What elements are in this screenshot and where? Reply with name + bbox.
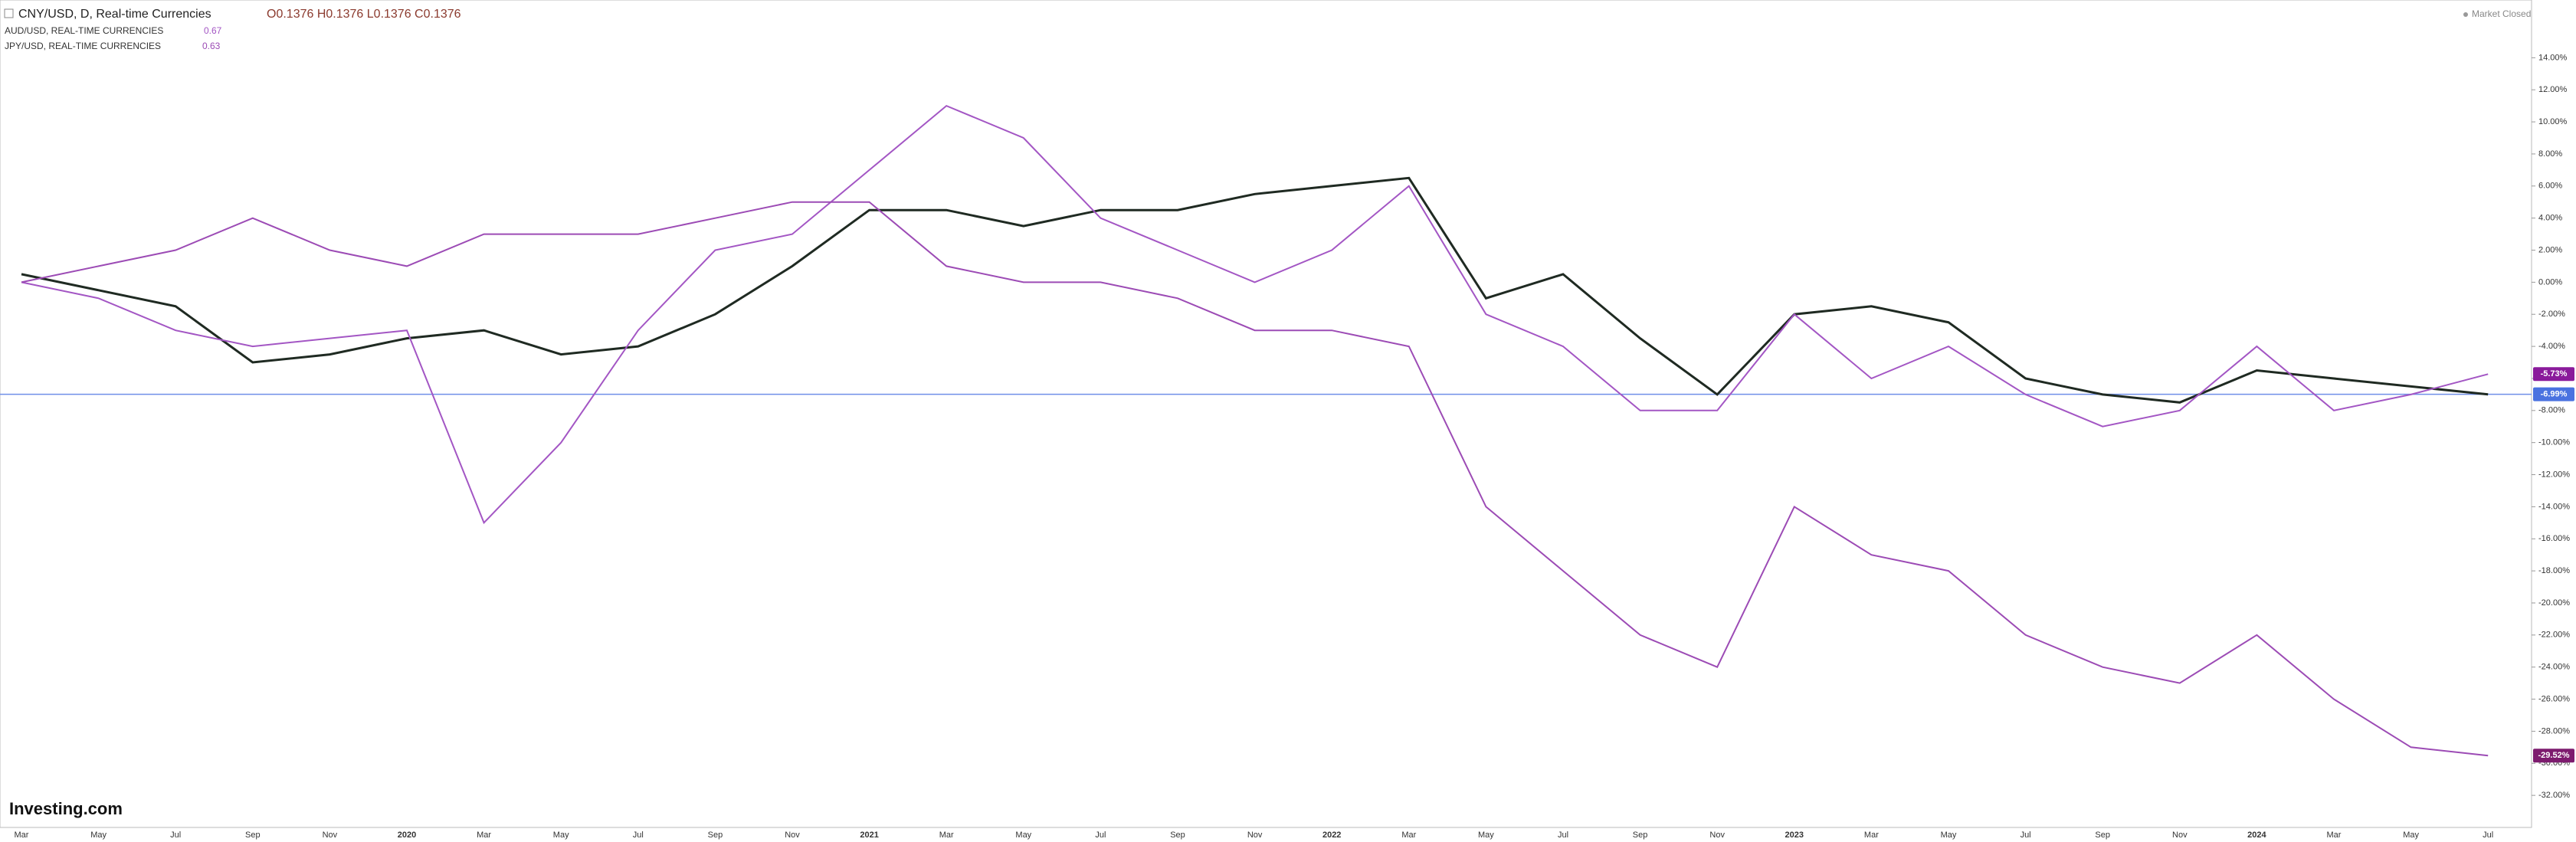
y-tick-label: -8.00% <box>2538 406 2565 415</box>
main-symbol[interactable]: CNY/USD, D, Real-time Currencies <box>18 8 211 21</box>
x-tick-label: May <box>1478 831 1494 840</box>
y-tick-label: 10.00% <box>2538 117 2568 126</box>
y-tick-label: 6.00% <box>2538 182 2562 191</box>
market-status: Market Closed <box>2472 8 2531 19</box>
x-tick-label: Mar <box>477 831 491 840</box>
x-tick-label: Mar <box>1401 831 1416 840</box>
y-tick-label: -16.00% <box>2538 534 2570 543</box>
ohlc: O0.1376 H0.1376 L0.1376 C0.1376 <box>267 8 461 21</box>
series-line <box>21 176 2489 404</box>
brand: Investing.com <box>9 799 123 818</box>
x-tick-label: Nov <box>1709 831 1725 840</box>
x-tick-label: Jul <box>1095 831 1106 840</box>
y-tick-label: -14.00% <box>2538 502 2570 511</box>
series-line <box>21 201 2489 757</box>
y-tick-label: 4.00% <box>2538 214 2562 223</box>
x-tick-label: Jul <box>633 831 644 840</box>
y-tick-label: 0.00% <box>2538 277 2562 287</box>
x-tick-label: Sep <box>708 831 723 840</box>
x-tick-label: May <box>1015 831 1031 840</box>
y-tick-label: 8.00% <box>2538 149 2562 159</box>
last-value-label: -6.99% <box>2541 390 2568 399</box>
x-tick-label: May <box>2403 831 2419 840</box>
y-tick-label: -10.00% <box>2538 438 2570 447</box>
x-tick-label: Nov <box>323 831 338 840</box>
x-tick-label: Jul <box>1558 831 1568 840</box>
y-tick-label: -20.00% <box>2538 598 2570 608</box>
x-tick-label: May <box>90 831 107 840</box>
y-tick-label: -28.00% <box>2538 726 2570 736</box>
y-tick-label: 2.00% <box>2538 245 2562 254</box>
y-tick-label: 14.00% <box>2538 53 2568 62</box>
last-value-label: -5.73% <box>2541 369 2568 378</box>
x-tick-label: Mar <box>1864 831 1879 840</box>
x-tick-label: Nov <box>785 831 800 840</box>
status-dot <box>2463 12 2468 17</box>
jpy-legend[interactable]: JPY/USD, REAL-TIME CURRENCIES <box>5 41 161 51</box>
x-tick-label: 2020 <box>398 831 416 840</box>
y-tick-label: -4.00% <box>2538 342 2565 351</box>
y-tick-label: -2.00% <box>2538 310 2565 319</box>
x-tick-label: Nov <box>1247 831 1263 840</box>
x-tick-label: Sep <box>245 831 261 840</box>
x-tick-label: Mar <box>939 831 954 840</box>
y-tick-label: 12.00% <box>2538 85 2568 94</box>
plot-area <box>0 0 2532 828</box>
x-tick-label: 2022 <box>1322 831 1341 840</box>
x-tick-label: Sep <box>1170 831 1185 840</box>
last-value-tag <box>2533 387 2574 401</box>
aud-price: 0.67 <box>204 25 222 36</box>
x-tick-label: 2023 <box>1785 831 1804 840</box>
collapse-icon[interactable] <box>4 8 14 18</box>
last-value-tag <box>2533 367 2574 382</box>
x-tick-label: 2024 <box>2247 831 2266 840</box>
y-tick-label: -12.00% <box>2538 470 2570 479</box>
x-tick-label: Jul <box>2483 831 2493 840</box>
y-tick-label: -18.00% <box>2538 566 2570 575</box>
jpy-price: 0.63 <box>202 41 221 51</box>
y-tick-label: -22.00% <box>2538 631 2570 640</box>
aud-legend[interactable]: AUD/USD, REAL-TIME CURRENCIES <box>5 25 163 36</box>
x-tick-label: Sep <box>2095 831 2110 840</box>
x-tick-label: May <box>1941 831 1957 840</box>
last-value-label: -29.52% <box>2538 751 2570 760</box>
y-tick-label: -24.00% <box>2538 663 2570 672</box>
x-tick-label: 2021 <box>860 831 878 840</box>
x-tick-label: Sep <box>1633 831 1648 840</box>
x-tick-label: Mar <box>2327 831 2342 840</box>
x-tick-label: Mar <box>15 831 29 840</box>
last-value-tag <box>2533 749 2574 763</box>
x-tick-label: Nov <box>2172 831 2188 840</box>
series-line <box>21 104 2489 525</box>
y-tick-label: -32.00% <box>2538 791 2570 800</box>
x-tick-label: Jul <box>170 831 181 840</box>
y-tick-label: -26.00% <box>2538 694 2570 703</box>
x-tick-label: Jul <box>2020 831 2031 840</box>
x-tick-label: May <box>553 831 569 840</box>
